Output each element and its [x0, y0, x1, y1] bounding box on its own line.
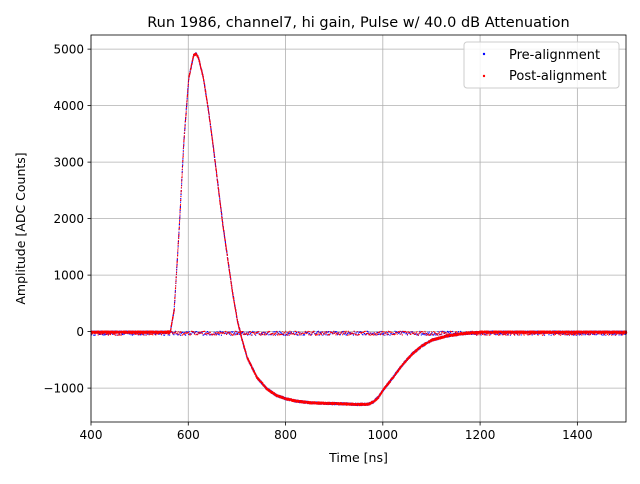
y-tick-label: 2000: [53, 212, 84, 226]
y-tick-label: 5000: [53, 42, 84, 56]
y-tick-label: 0: [76, 325, 84, 339]
plot-frame: [90, 34, 627, 423]
legend-label-post-alignment: Post-alignment: [509, 69, 607, 84]
x-tick-label: 600: [177, 428, 200, 442]
y-tick-label: −1000: [43, 381, 84, 395]
y-tick-label: 1000: [53, 268, 84, 282]
x-tick-label: 1400: [562, 428, 593, 442]
series-post-alignment: [91, 52, 628, 407]
x-axis-label: Time [ns]: [328, 450, 388, 465]
x-tick-label: 400: [80, 428, 103, 442]
axis-ticks: 400 600 800 1000 1200 1400 −1000 0 1000 2000 3000 4…: [43, 42, 592, 442]
legend-label-pre-alignment: Pre-alignment: [509, 48, 600, 63]
y-tick-label: 4000: [53, 99, 84, 113]
legend-box: [463, 41, 620, 89]
legend: Pre-alignment Post-alignment: [463, 41, 620, 89]
y-axis-label: Amplitude [ADC Counts]: [13, 152, 28, 304]
y-tick-label: 3000: [53, 155, 84, 169]
x-tick-label: 1200: [465, 428, 496, 442]
x-tick-label: 1000: [368, 428, 399, 442]
legend-marker-post-alignment: [482, 74, 486, 78]
legend-marker-pre-alignment: [482, 52, 486, 56]
chart-title: Run 1986, channel7, hi gain, Pulse w/ 40…: [147, 15, 570, 31]
x-tick-label: 800: [274, 428, 297, 442]
plot-data: [91, 52, 628, 407]
